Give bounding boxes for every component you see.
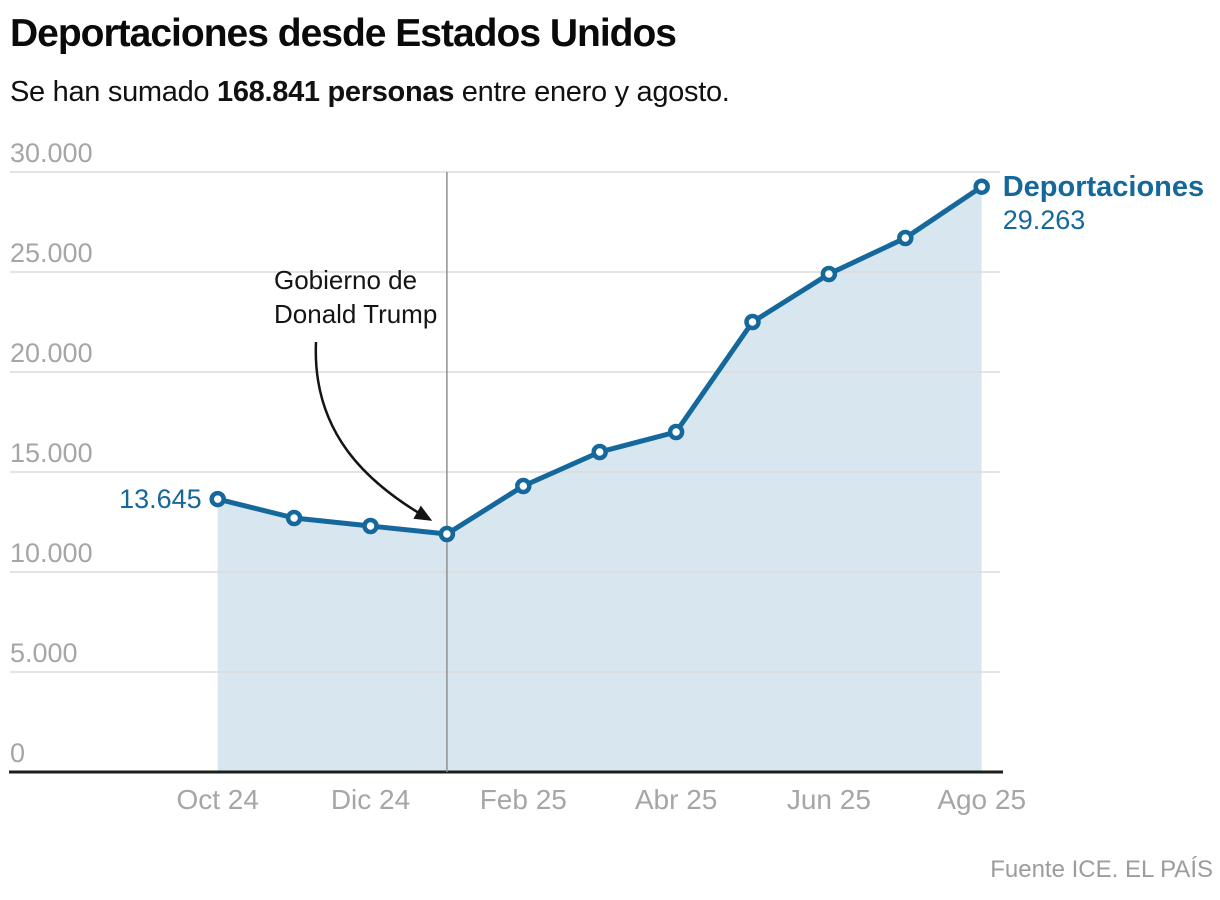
annotation-line1: Gobierno de <box>274 265 417 295</box>
x-tick-label: Dic 24 <box>331 784 410 815</box>
x-tick-label: Feb 25 <box>480 784 567 815</box>
y-tick-label: 20.000 <box>10 338 93 368</box>
x-tick-label: Ago 25 <box>937 784 1026 815</box>
data-point-marker <box>667 423 685 441</box>
data-point-marker <box>744 313 761 331</box>
data-point-marker <box>285 509 303 527</box>
annotation-line2: Donald Trump <box>274 299 437 329</box>
first-point-label: 13.645 <box>119 484 202 514</box>
data-point-marker <box>515 477 532 495</box>
y-tick-label: 10.000 <box>10 538 93 568</box>
y-tick-label: 0 <box>10 738 25 768</box>
area-fill <box>217 186 982 772</box>
y-tick-label: 5.000 <box>10 638 78 668</box>
data-point-marker <box>438 525 456 543</box>
x-tick-label: Jun 25 <box>787 784 871 815</box>
y-tick-label: 15.000 <box>10 438 93 468</box>
data-point-marker <box>591 443 608 461</box>
series-label: Deportaciones <box>1003 171 1204 203</box>
x-tick-label: Abr 25 <box>635 784 718 815</box>
source-credit: Fuente ICE. EL PAÍS <box>990 856 1213 883</box>
y-tick-label: 30.000 <box>10 138 93 168</box>
subtitle-total-bold: 168.841 personas <box>217 76 455 108</box>
data-point-marker <box>897 229 914 247</box>
chart-title: Deportaciones desde Estados Unidos <box>10 12 677 55</box>
last-point-value: 29.263 <box>1003 205 1086 235</box>
annotation-arrow <box>314 341 433 521</box>
subtitle-text-suffix: entre enero y agosto. <box>454 76 730 108</box>
subtitle-text: Se han sumado <box>10 76 217 108</box>
data-point-marker <box>209 490 226 508</box>
data-point-marker <box>973 178 990 195</box>
data-point-marker <box>362 517 379 535</box>
data-point-marker <box>820 265 838 283</box>
y-tick-label: 25.000 <box>10 238 93 268</box>
chart-subtitle: Se han sumado 168.841 personas entre ene… <box>10 76 730 109</box>
x-tick-label: Oct 24 <box>176 784 258 815</box>
